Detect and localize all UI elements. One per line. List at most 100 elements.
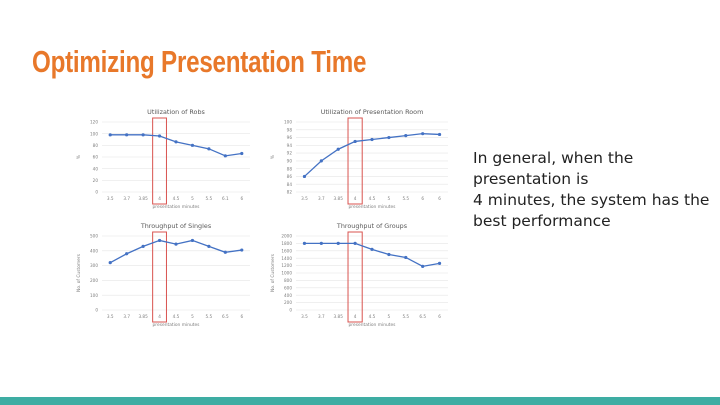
body-line: 4 minutes, the system has the bbox=[473, 191, 710, 209]
y-tick-label: 86 bbox=[287, 174, 293, 179]
chart-title: Throughput of Groups bbox=[336, 222, 408, 230]
highlight-box bbox=[152, 231, 167, 323]
data-point bbox=[240, 248, 244, 252]
x-axis-label: presentation minutes bbox=[349, 204, 397, 210]
y-tick-label: 90 bbox=[287, 158, 293, 163]
y-tick-label: 200 bbox=[90, 278, 98, 283]
y-tick-label: 1000 bbox=[281, 271, 292, 276]
data-point bbox=[336, 147, 340, 151]
x-tick-label: 3.5 bbox=[107, 314, 114, 319]
x-axis-label: presentation minutes bbox=[153, 322, 201, 328]
x-tick-label: 3.7 bbox=[318, 196, 325, 201]
data-point bbox=[404, 255, 408, 260]
y-tick-label: 400 bbox=[90, 248, 98, 253]
chart-title: Throughput of Singles bbox=[140, 222, 212, 230]
x-tick-label: 3.5 bbox=[301, 314, 308, 319]
x-tick-label: 6.5 bbox=[222, 314, 229, 319]
y-tick-label: 96 bbox=[287, 135, 293, 140]
data-point bbox=[190, 238, 195, 243]
y-tick-label: 0 bbox=[95, 308, 98, 313]
x-tick-label: 6.1 bbox=[222, 196, 229, 201]
data-point bbox=[302, 174, 307, 179]
y-tick-label: 100 bbox=[90, 293, 98, 298]
y-tick-label: 98 bbox=[287, 127, 293, 132]
series-line bbox=[304, 242, 440, 268]
y-tick-label: 400 bbox=[284, 293, 292, 298]
data-point bbox=[319, 159, 323, 163]
data-point bbox=[223, 154, 227, 158]
y-tick-label: 1400 bbox=[281, 256, 292, 261]
slide-title: Optimizing Presentation Time bbox=[32, 44, 367, 79]
y-tick-label: 1800 bbox=[281, 241, 292, 246]
x-tick-label: 5.5 bbox=[206, 196, 213, 201]
x-tick-label: 5.5 bbox=[402, 314, 409, 319]
data-point bbox=[437, 132, 442, 137]
x-tick-label: 5.5 bbox=[206, 314, 213, 319]
data-point bbox=[370, 137, 374, 142]
bottom-accent-bar bbox=[0, 397, 720, 405]
x-tick-label: 4 bbox=[158, 314, 161, 319]
x-tick-label: 6 bbox=[240, 196, 243, 201]
chart-title: Utilization of Robs bbox=[147, 108, 205, 116]
data-point bbox=[157, 134, 162, 138]
highlight-box bbox=[347, 117, 363, 205]
chart-svg: Throughput of Groups 0 200 400 600 800 1000 120… bbox=[270, 222, 448, 328]
highlight-box bbox=[347, 231, 363, 323]
x-tick-label: 5 bbox=[388, 196, 391, 201]
x-tick-label: 3.85 bbox=[334, 196, 344, 201]
data-point bbox=[240, 151, 244, 156]
x-tick-label: 6 bbox=[438, 196, 441, 201]
x-tick-label: 5 bbox=[388, 314, 391, 319]
data-point bbox=[353, 241, 357, 245]
chart-throughput-of-groups: Throughput of Groups 0 200 400 600 800 1000 120… bbox=[264, 218, 458, 332]
x-tick-label: 3.85 bbox=[334, 314, 344, 319]
data-point bbox=[157, 238, 162, 243]
y-tick-label: 80 bbox=[93, 143, 99, 148]
body-text: In general, when the presentation is 4 m… bbox=[473, 148, 720, 232]
data-point bbox=[387, 135, 391, 140]
data-point bbox=[125, 252, 129, 256]
x-tick-label: 3.5 bbox=[107, 196, 114, 201]
y-tick-label: 84 bbox=[287, 182, 293, 187]
data-point bbox=[141, 244, 145, 248]
body-line: best performance bbox=[473, 212, 611, 230]
data-point bbox=[336, 241, 340, 245]
chart-title: Utilization of Presentation Room bbox=[321, 108, 424, 116]
y-tick-label: 300 bbox=[90, 263, 98, 268]
data-point bbox=[108, 133, 112, 137]
data-point bbox=[141, 133, 145, 137]
y-tick-label: 200 bbox=[284, 300, 292, 305]
x-tick-label: 3.7 bbox=[123, 314, 130, 319]
data-point bbox=[319, 241, 323, 245]
chart-throughput-of-singles: Throughput of Singles 0 100 200 300 400 500 No.… bbox=[70, 218, 260, 332]
data-point bbox=[302, 241, 307, 245]
x-tick-label: 4.5 bbox=[173, 314, 180, 319]
x-tick-label: 3.85 bbox=[138, 314, 148, 319]
data-point bbox=[404, 134, 408, 138]
y-tick-label: 82 bbox=[287, 190, 293, 195]
y-tick-label: 88 bbox=[287, 166, 293, 171]
x-tick-label: 5 bbox=[191, 314, 194, 319]
chart-svg: Utilization of Presentation Room 82 84 86 88… bbox=[270, 108, 448, 210]
data-point bbox=[223, 250, 227, 254]
chart-svg: Utilization of Robs 0 20 40 60 80 100 120% 3.5 3.… bbox=[76, 108, 250, 210]
x-tick-label: 4 bbox=[158, 196, 161, 201]
x-tick-label: 3.85 bbox=[138, 196, 148, 201]
y-tick-label: 92 bbox=[287, 151, 293, 156]
data-point bbox=[125, 133, 129, 137]
body-line: presentation is bbox=[473, 170, 589, 188]
x-tick-label: 3.7 bbox=[318, 314, 325, 319]
x-tick-label: 3.5 bbox=[301, 196, 308, 201]
data-point bbox=[174, 140, 178, 144]
y-tick-label: 0 bbox=[95, 190, 98, 195]
data-point bbox=[387, 252, 391, 257]
y-tick-label: 500 bbox=[90, 234, 98, 239]
chart-utilization-of-presentation-room: Utilization of Presentation Room 82 84 86 88… bbox=[264, 104, 458, 214]
y-tick-label: 100 bbox=[284, 120, 292, 125]
data-point bbox=[370, 247, 374, 251]
x-tick-label: 3.7 bbox=[123, 196, 130, 201]
chart-svg: Throughput of Singles 0 100 200 300 400 500 No.… bbox=[76, 222, 250, 328]
y-tick-label: 40 bbox=[93, 166, 99, 171]
x-tick-label: 4.5 bbox=[173, 196, 180, 201]
y-tick-label: 800 bbox=[284, 278, 292, 283]
